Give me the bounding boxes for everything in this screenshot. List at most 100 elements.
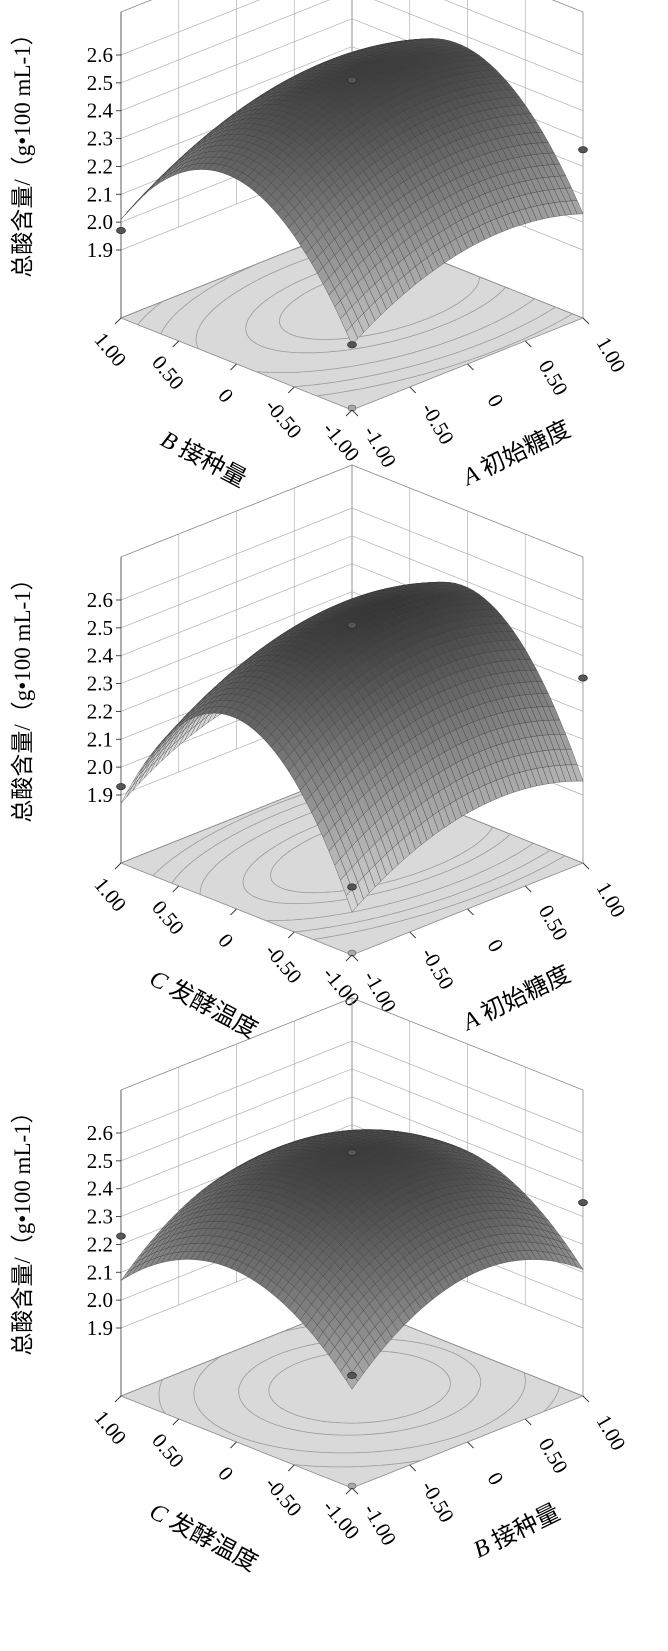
contour-line bbox=[242, 796, 511, 905]
contour-line bbox=[270, 803, 493, 894]
right-tick bbox=[524, 885, 532, 893]
left-tick bbox=[172, 340, 180, 348]
right-tick bbox=[409, 386, 417, 394]
right-back-wall bbox=[351, 464, 584, 864]
left-tick bbox=[114, 317, 122, 325]
z-tick-label: 2.2 bbox=[87, 154, 113, 178]
left-tick bbox=[114, 862, 122, 870]
left-tick-label: -0.50 bbox=[260, 939, 307, 988]
response-surface bbox=[120, 1129, 584, 1390]
z-tick-label: 2.3 bbox=[87, 672, 113, 696]
wall-gridline bbox=[120, 0, 584, 56]
z-tick-label: 2.4 bbox=[87, 99, 114, 123]
design-point bbox=[578, 146, 588, 154]
right-tick bbox=[351, 409, 359, 417]
right-tick bbox=[582, 862, 590, 870]
z-axis-title: 总酸含量/（g•100 mL-1） bbox=[10, 567, 35, 822]
left-axis-title: B 接种量 bbox=[156, 426, 251, 493]
response-surface bbox=[120, 38, 584, 346]
design-point bbox=[578, 674, 588, 682]
left-tick-label: -1.00 bbox=[318, 962, 365, 1011]
right-tick bbox=[351, 954, 359, 962]
left-tick bbox=[287, 386, 295, 394]
left-axis-name: 发酵温度 bbox=[165, 975, 262, 1044]
wall-gridline bbox=[120, 18, 584, 112]
z-tick-label: 2.1 bbox=[87, 1260, 113, 1284]
z-axis: 1.9 2.0 2.1 2.2 2.3 2.4 2.5 2.6 总酸含量/（g•100 mL-1… bbox=[10, 567, 121, 823]
left-tick bbox=[345, 954, 353, 962]
z-tick-label: 2.2 bbox=[87, 699, 113, 723]
z-tick-label: 2.1 bbox=[87, 727, 113, 751]
right-tick bbox=[467, 363, 474, 371]
design-point bbox=[347, 341, 357, 349]
z-tick-label: 2.5 bbox=[87, 616, 113, 640]
right-axis-title: A 初始糖度 bbox=[457, 416, 575, 492]
left-tick-label: -0.50 bbox=[260, 394, 307, 443]
left-tick-label: 0.50 bbox=[147, 351, 189, 395]
z-tick-label: 1.9 bbox=[87, 783, 113, 807]
design-points bbox=[116, 76, 588, 412]
left-tick-label: -1.00 bbox=[318, 417, 365, 466]
left-tick-label: 1.00 bbox=[89, 873, 131, 917]
floor-contours bbox=[137, 229, 573, 397]
surface-cell bbox=[149, 179, 162, 191]
right-tick bbox=[409, 931, 417, 939]
right-back-wall bbox=[351, 0, 584, 319]
left-axis-name: 接种量 bbox=[175, 435, 251, 493]
left-tick bbox=[230, 908, 237, 916]
design-point bbox=[347, 621, 357, 629]
contour-line bbox=[160, 229, 556, 388]
right-tick-label: 0 bbox=[483, 935, 509, 956]
z-axis-title: 总酸含量/（g•100 mL-1） bbox=[10, 22, 35, 277]
design-point bbox=[578, 1199, 588, 1207]
surface-plot-2: 1.9 2.0 2.1 2.2 2.3 2.4 2.5 2.6 总酸含量/（g•100 mL-1… bbox=[10, 464, 631, 1044]
wall-gridline bbox=[120, 507, 584, 601]
design-point bbox=[116, 1232, 126, 1240]
right-tick-label: 0.50 bbox=[534, 356, 573, 400]
contour-line bbox=[171, 780, 551, 933]
contour-line bbox=[137, 301, 573, 397]
right-tick-label: -0.50 bbox=[416, 944, 459, 994]
z-tick-label: 2.0 bbox=[87, 755, 113, 779]
left-tick bbox=[287, 931, 295, 939]
left-tick bbox=[172, 885, 180, 893]
wall-gridline bbox=[120, 535, 584, 629]
right-tick-label: 0 bbox=[483, 390, 509, 411]
contour-line bbox=[199, 787, 534, 922]
z-tick-label: 1.9 bbox=[87, 1316, 113, 1340]
right-tick bbox=[467, 908, 474, 916]
design-point bbox=[116, 783, 126, 791]
right-tick-label: 1.00 bbox=[591, 333, 630, 377]
design-point bbox=[347, 76, 357, 84]
right-tick bbox=[524, 340, 532, 348]
z-tick-label: 1.9 bbox=[87, 238, 113, 262]
design-point bbox=[347, 1371, 357, 1379]
z-tick-label: 2.6 bbox=[87, 588, 113, 612]
right-tick-label: -1.00 bbox=[359, 422, 402, 472]
left-tick-label: 1.00 bbox=[89, 328, 131, 372]
z-tick-label: 2.0 bbox=[87, 1288, 113, 1312]
left-tick bbox=[230, 363, 237, 371]
right-tick-label: 0.50 bbox=[534, 901, 573, 945]
design-point bbox=[347, 883, 357, 891]
left-tick-label: 0 bbox=[213, 384, 238, 407]
z-tick-label: 2.6 bbox=[87, 43, 113, 67]
contour-line bbox=[245, 249, 506, 354]
design-point bbox=[347, 1149, 357, 1157]
response-surface bbox=[120, 581, 584, 913]
design-point bbox=[347, 404, 357, 412]
right-tick-label: -0.50 bbox=[416, 399, 459, 449]
wall-gridline bbox=[120, 0, 584, 84]
z-tick-label: 2.0 bbox=[87, 210, 113, 234]
right-axis-title: A 初始糖度 bbox=[457, 961, 575, 1037]
left-axis-title: C 发酵温度 bbox=[145, 965, 262, 1044]
z-tick-label: 2.5 bbox=[87, 71, 113, 95]
z-tick-label: 2.1 bbox=[87, 182, 113, 206]
left-tick-label: 0.50 bbox=[147, 896, 189, 940]
z-tick-label: 2.4 bbox=[87, 644, 114, 668]
